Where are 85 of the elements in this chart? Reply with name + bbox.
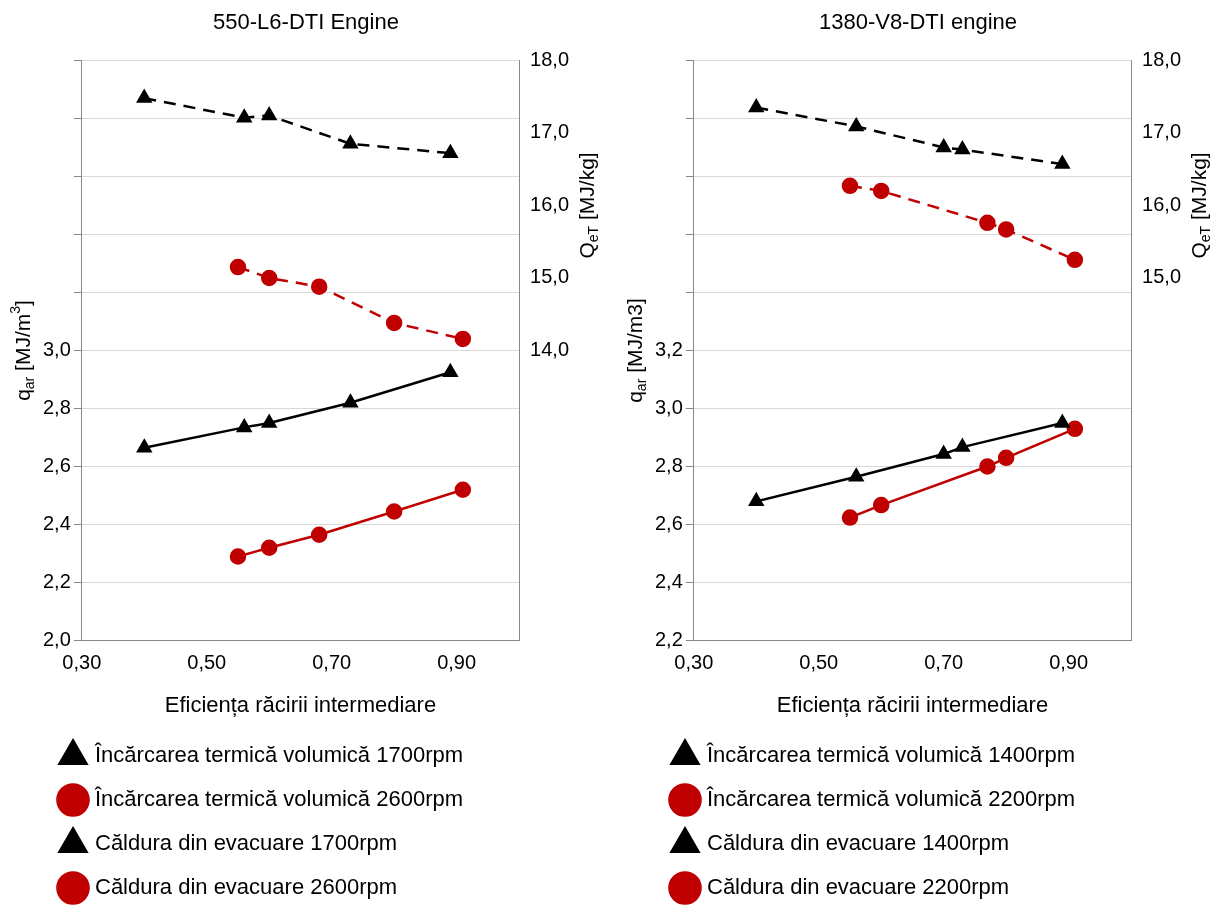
y-tick-label: 2,4 (42, 512, 71, 535)
legend-label: Căldura din evacuare 1700rpm (95, 830, 398, 856)
point (236, 419, 252, 433)
y2-tick-label: 16,0 (1142, 192, 1182, 215)
point (841, 509, 859, 526)
y2-tick-label: 17,0 (1142, 120, 1182, 143)
point (979, 214, 996, 232)
y-tick-label: 3,0 (654, 396, 683, 419)
y2-tick-label: 18,0 (1142, 47, 1182, 70)
legend-label: Căldura din evacuare 2200rpm (707, 874, 1010, 900)
point (385, 314, 403, 332)
y-tick-label: 2,8 (654, 454, 683, 477)
legend-label: Încărcarea termică volumică 1700rpm (94, 742, 464, 768)
point (443, 364, 458, 378)
x-tick-label: 0,70 (924, 651, 964, 674)
point (848, 468, 864, 482)
y2-tick-label: 18,0 (530, 47, 570, 70)
point (1055, 414, 1070, 428)
point (385, 503, 403, 520)
point (936, 139, 951, 153)
point (261, 107, 277, 121)
point (997, 221, 1015, 238)
point (310, 526, 328, 543)
point (748, 493, 764, 507)
point (260, 539, 278, 557)
y2-tick-label: 16,0 (530, 192, 570, 215)
point (997, 449, 1015, 467)
y-axis-title: qar [MJ/m3] (622, 298, 649, 403)
y-tick-label: 2,0 (42, 628, 71, 651)
point (936, 445, 951, 459)
point (955, 141, 970, 155)
x-tick-label: 0,90 (437, 651, 477, 674)
point (1066, 251, 1084, 269)
point (841, 177, 859, 195)
y2-tick-label: 15,0 (530, 265, 570, 288)
x-tick-label: 0,30 (62, 651, 102, 674)
y-tick-label: 2,2 (654, 628, 683, 651)
point (872, 182, 890, 200)
y2-tick-label: 17,0 (530, 120, 570, 143)
point (872, 496, 890, 514)
x-tick-label: 0,90 (1049, 651, 1089, 674)
point (260, 269, 278, 287)
point (310, 278, 328, 295)
legend-label: Căldura din evacuare 1400rpm (707, 830, 1010, 856)
y-tick-label: 2,6 (654, 512, 683, 535)
point (443, 144, 458, 158)
x-axis-title: Eficiența răcirii intermediare (776, 691, 1049, 717)
y2-axis-title: QeT [MJ/kg] (574, 152, 601, 259)
y-axis-title: qar [MJ/m3] (6, 300, 37, 401)
point (955, 438, 970, 452)
point (979, 458, 996, 475)
point (343, 135, 358, 149)
point (748, 99, 764, 113)
point (136, 439, 152, 453)
y-tick-label: 2,6 (42, 454, 71, 477)
point (848, 118, 864, 132)
y2-tick-label: 15,0 (1142, 265, 1182, 288)
y2-axis-title: QeT [MJ/kg] (1186, 152, 1213, 259)
point (343, 394, 358, 408)
point (1066, 420, 1084, 438)
y-tick-label: 2,4 (654, 570, 683, 593)
x-tick-label: 0,50 (799, 651, 839, 674)
y-tick-label: 2,8 (42, 396, 71, 419)
y2-tick-label: 14,0 (530, 338, 570, 361)
x-tick-label: 0,50 (187, 651, 227, 674)
point (136, 89, 152, 103)
legend-label: Căldura din evacuare 2600rpm (95, 874, 398, 900)
y-tick-label: 3,0 (42, 338, 71, 361)
x-axis-title: Eficiența răcirii intermediare (164, 691, 437, 717)
point (236, 109, 252, 123)
x-tick-label: 0,30 (674, 651, 714, 674)
y-tick-label: 2,2 (42, 570, 71, 593)
point (229, 258, 247, 276)
legend-label: Încărcarea termică volumică 1400rpm (706, 742, 1076, 768)
chart-title: 550-L6-DTI Engine (213, 9, 399, 35)
x-tick-label: 0,70 (312, 651, 352, 674)
point (261, 414, 277, 428)
y-tick-label: 3,2 (654, 338, 683, 361)
legend-label: Încărcarea termică volumică 2600rpm (94, 786, 464, 812)
legend-label: Încărcarea termică volumică 2200rpm (706, 786, 1076, 812)
point (454, 481, 472, 498)
point (1055, 155, 1070, 169)
point (454, 330, 472, 348)
chart-title: 1380-V8-DTI engine (818, 9, 1018, 35)
point (229, 548, 247, 565)
